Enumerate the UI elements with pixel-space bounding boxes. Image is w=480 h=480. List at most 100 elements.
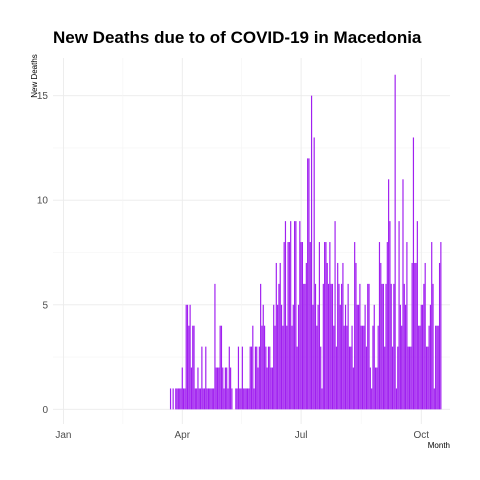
bar xyxy=(405,304,407,410)
bar xyxy=(363,325,365,410)
bar xyxy=(356,304,358,410)
bar xyxy=(388,179,390,410)
bar xyxy=(299,221,301,410)
bar xyxy=(333,325,335,410)
bar xyxy=(309,242,311,410)
bar xyxy=(291,325,293,410)
bar xyxy=(305,262,307,410)
bar xyxy=(427,346,429,410)
bar xyxy=(245,388,247,410)
bar xyxy=(179,388,181,410)
bar xyxy=(287,242,289,410)
bar xyxy=(397,346,399,410)
bar xyxy=(183,388,185,410)
bar xyxy=(343,325,345,410)
bar xyxy=(393,283,395,410)
bar xyxy=(391,346,394,410)
bar xyxy=(237,346,240,410)
bar xyxy=(294,221,296,410)
bar xyxy=(337,262,339,410)
bar xyxy=(414,262,416,410)
bar xyxy=(226,367,228,410)
bar xyxy=(210,388,212,410)
bar xyxy=(436,325,438,410)
bar xyxy=(420,304,422,410)
bar xyxy=(342,262,344,410)
bar xyxy=(398,221,400,410)
bar xyxy=(219,325,221,410)
bar xyxy=(180,388,182,410)
bar xyxy=(223,388,225,410)
bar xyxy=(384,346,386,410)
bar xyxy=(218,367,220,410)
bar xyxy=(177,388,179,410)
bar xyxy=(423,283,425,410)
x-tick-label: Apr xyxy=(175,430,191,441)
bar xyxy=(194,388,196,410)
bar xyxy=(279,262,281,410)
bar xyxy=(205,346,207,410)
bar xyxy=(399,304,401,410)
bar xyxy=(297,304,300,410)
bar xyxy=(303,283,305,410)
bar xyxy=(394,74,396,410)
bar xyxy=(382,283,384,410)
bar xyxy=(314,283,317,410)
bar xyxy=(428,325,430,410)
bar xyxy=(256,346,258,410)
bar xyxy=(327,283,330,410)
bar xyxy=(310,95,313,410)
bar xyxy=(254,346,257,410)
bar xyxy=(203,388,206,410)
bar xyxy=(326,262,328,410)
y-tick-label: 5 xyxy=(42,300,48,311)
bar xyxy=(258,346,260,410)
bar xyxy=(435,325,437,410)
bar xyxy=(418,325,420,410)
bar xyxy=(265,346,267,410)
bar xyxy=(275,262,277,410)
bar xyxy=(249,346,251,410)
bar xyxy=(350,346,352,410)
bar xyxy=(300,242,302,410)
bar xyxy=(372,325,374,410)
y-tick-label: 10 xyxy=(37,196,49,207)
bar xyxy=(371,388,373,410)
bar xyxy=(186,304,189,410)
bar xyxy=(282,325,284,410)
bar xyxy=(290,221,292,410)
bar xyxy=(270,367,272,410)
bar xyxy=(361,325,364,410)
bar xyxy=(335,346,337,410)
bar xyxy=(209,388,211,410)
bar xyxy=(390,283,392,410)
x-tick-label: Jul xyxy=(295,430,308,441)
bar xyxy=(313,137,315,410)
bar xyxy=(402,179,404,410)
bar xyxy=(243,388,245,410)
bar xyxy=(440,242,442,410)
bar xyxy=(189,304,191,410)
bar xyxy=(308,158,310,410)
bar xyxy=(283,242,285,410)
bar xyxy=(407,346,409,410)
chart-title: New Deaths due to of COVID-19 in Macedon… xyxy=(53,28,422,47)
bar xyxy=(389,221,391,410)
bar-series xyxy=(169,74,442,410)
bar xyxy=(184,388,186,410)
bar xyxy=(201,346,203,410)
bar xyxy=(196,388,198,410)
bar xyxy=(296,346,298,410)
bar xyxy=(358,304,360,410)
bar xyxy=(215,367,217,410)
bar xyxy=(360,325,362,410)
y-axis-title: New Deaths xyxy=(30,54,39,98)
bar xyxy=(224,367,226,410)
bar xyxy=(197,367,199,410)
bar xyxy=(262,304,264,410)
bar xyxy=(331,283,334,410)
bar xyxy=(248,388,250,410)
y-tick-label: 15 xyxy=(37,91,49,102)
bar xyxy=(253,388,255,410)
